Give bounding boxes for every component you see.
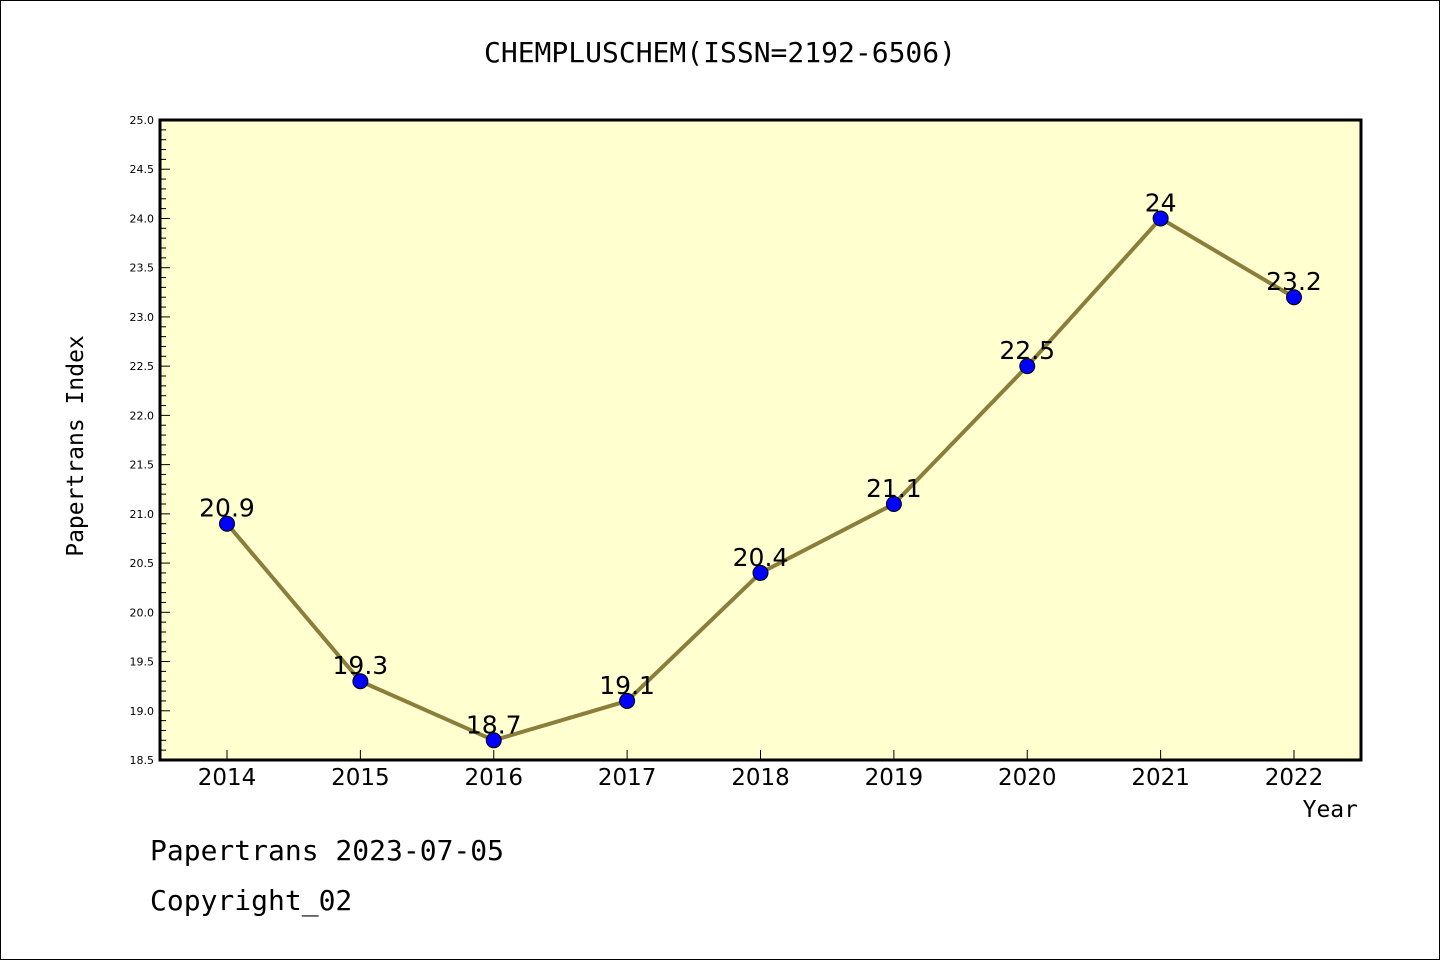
x-tick-label: 2021 bbox=[1131, 765, 1190, 791]
data-label: 20.4 bbox=[733, 543, 789, 572]
data-label: 22.5 bbox=[999, 336, 1055, 365]
footer-copyright: Copyright_02 bbox=[150, 884, 353, 917]
x-axis: 2014 2015 2016 2017 2018 2019 2020 2021 2022 bbox=[198, 750, 1324, 791]
data-label: 20.9 bbox=[199, 494, 255, 523]
y-tick-label: 18.5 bbox=[130, 754, 155, 767]
x-tick-label: 2017 bbox=[598, 765, 657, 791]
y-tick-label: 22.0 bbox=[130, 409, 155, 422]
x-tick-label: 2016 bbox=[464, 765, 523, 791]
data-point bbox=[619, 692, 636, 709]
y-tick-label: 20.0 bbox=[130, 606, 155, 619]
data-label: 19.1 bbox=[599, 671, 655, 700]
y-tick-label: 25.0 bbox=[130, 114, 155, 127]
y-tick-label: 22.5 bbox=[130, 360, 155, 373]
y-tick-label: 23.5 bbox=[130, 262, 155, 275]
x-tick-label: 2014 bbox=[198, 765, 257, 791]
y-tick-label: 23.0 bbox=[130, 311, 155, 324]
data-point bbox=[1019, 358, 1036, 375]
y-tick-label: 21.0 bbox=[130, 508, 155, 521]
x-tick-label: 2019 bbox=[865, 765, 924, 791]
data-label: 21.1 bbox=[866, 474, 922, 503]
plot-border bbox=[158, 118, 1363, 762]
y-tick-label: 19.5 bbox=[130, 656, 155, 669]
data-point bbox=[752, 564, 769, 581]
data-label: 19.3 bbox=[333, 651, 389, 680]
x-tick-label: 2015 bbox=[331, 765, 390, 791]
x-axis-label: Year bbox=[1302, 797, 1358, 823]
data-point bbox=[885, 496, 902, 512]
data-point bbox=[485, 732, 502, 749]
data-point bbox=[352, 673, 369, 690]
data-points bbox=[219, 210, 1302, 749]
data-point bbox=[1152, 210, 1169, 227]
data-label: 24 bbox=[1145, 188, 1177, 217]
data-point bbox=[1286, 289, 1302, 306]
x-tick-label: 2018 bbox=[731, 765, 790, 791]
y-tick-label: 24.0 bbox=[130, 212, 155, 225]
data-labels: 20.9 19.3 18.7 19.1 20.4 21.1 22.5 24 23.2 bbox=[199, 188, 1322, 739]
x-tick-label: 2022 bbox=[1265, 765, 1324, 791]
plot-area bbox=[160, 120, 1361, 760]
y-tick-label: 21.5 bbox=[130, 459, 155, 472]
data-label: 23.2 bbox=[1266, 267, 1322, 296]
data-label: 18.7 bbox=[466, 710, 522, 739]
data-point bbox=[219, 515, 235, 532]
y-tick-label: 19.0 bbox=[130, 705, 155, 718]
chart-title: CHEMPLUSCHEM(ISSN=2192-6506) bbox=[483, 36, 956, 69]
x-tick-label: 2020 bbox=[998, 765, 1057, 791]
y-axis: 18.5 19.0 19.5 20.0 20.5 21.0 21.5 22.0 22.5 23.0… bbox=[130, 114, 170, 767]
y-tick-label: 20.5 bbox=[130, 557, 155, 570]
footer-date: Papertrans 2023-07-05 bbox=[150, 834, 505, 867]
y-tick-label: 24.5 bbox=[130, 163, 155, 176]
